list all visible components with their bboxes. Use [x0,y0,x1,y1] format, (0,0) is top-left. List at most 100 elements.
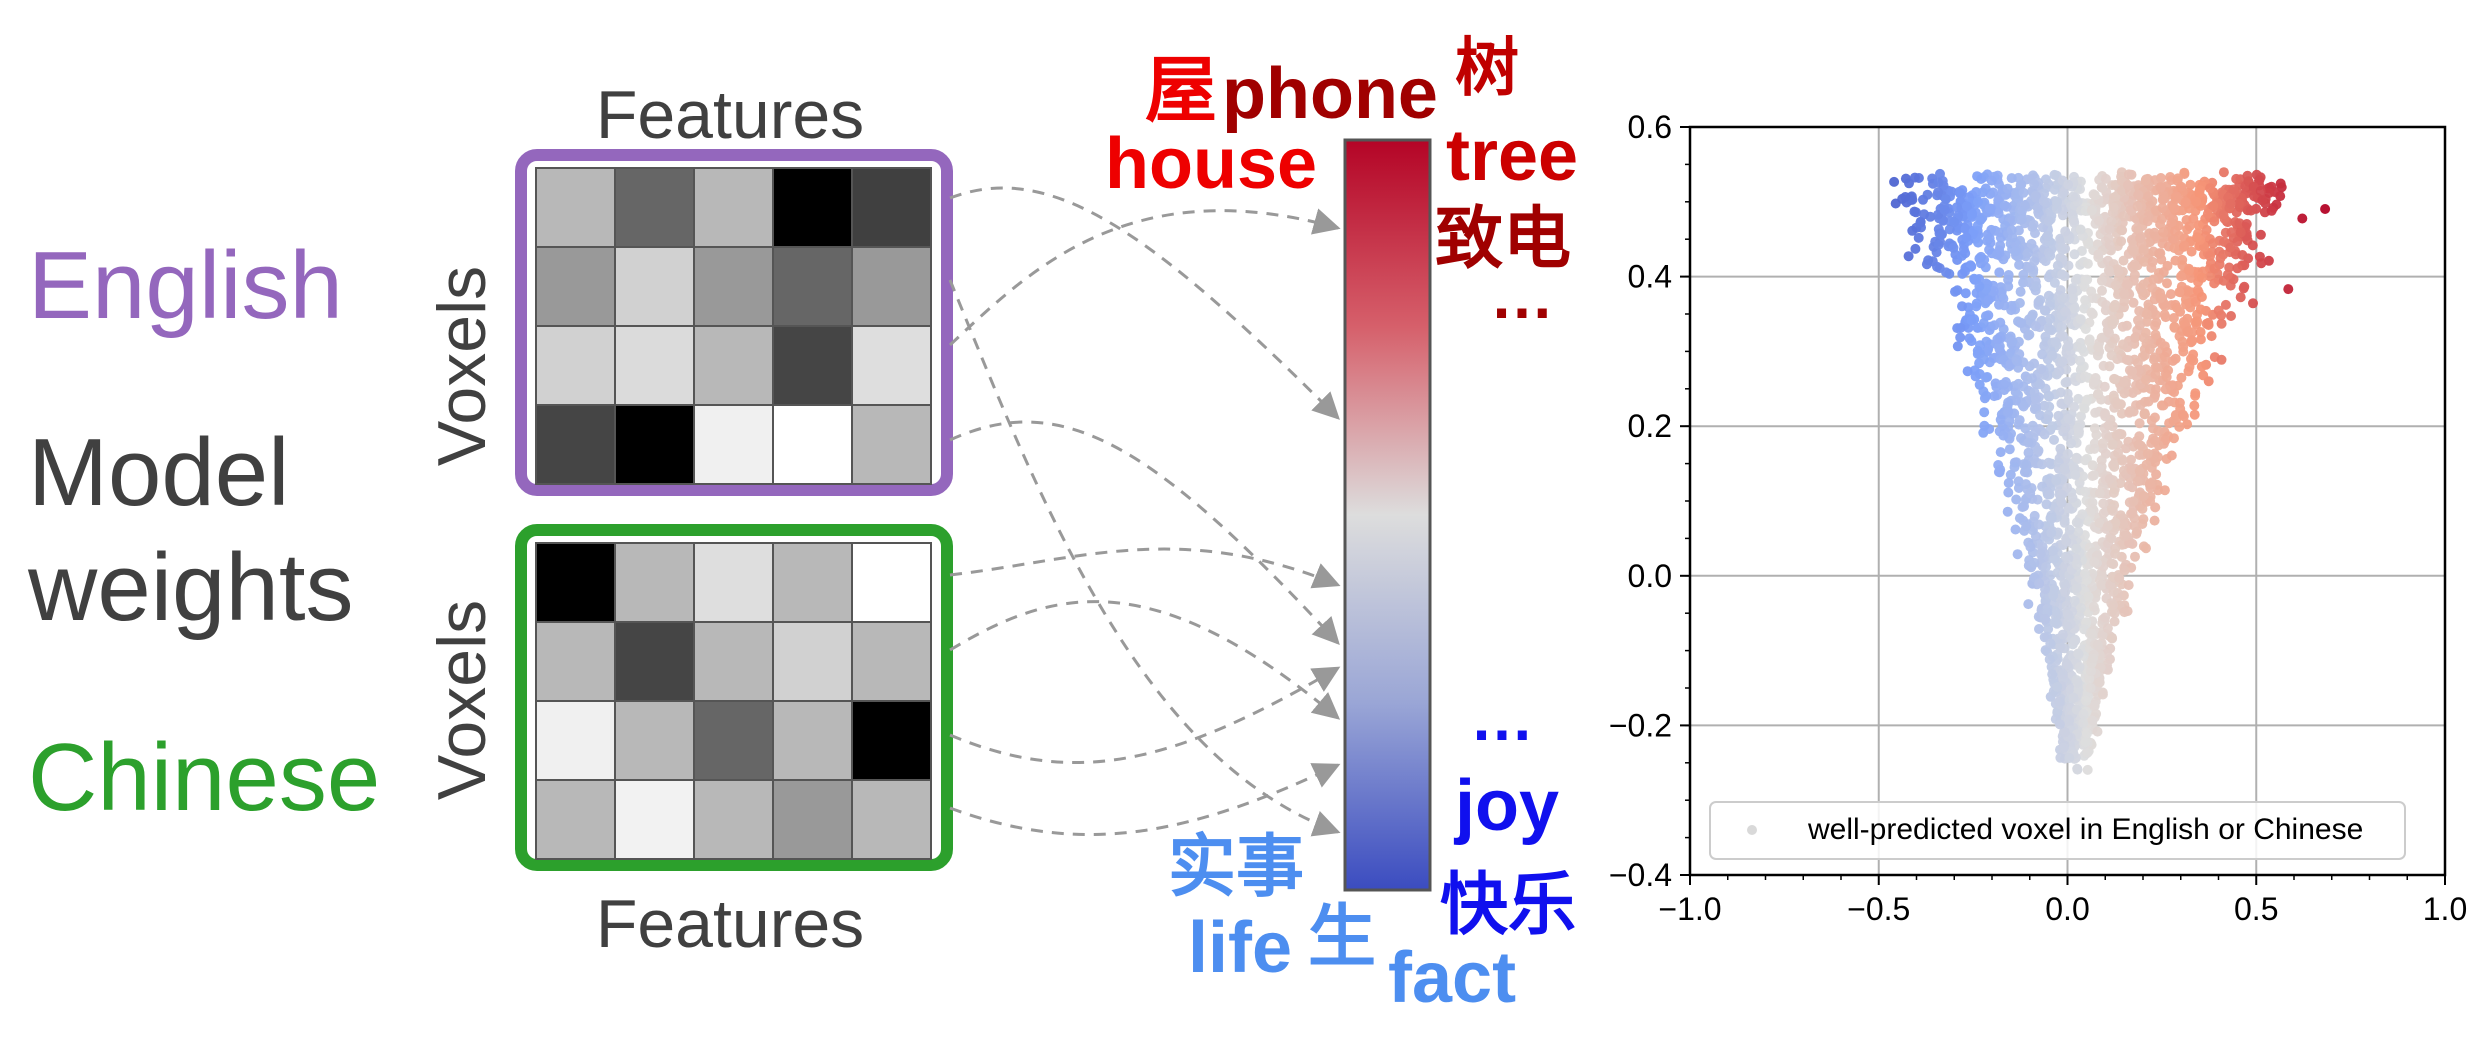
scatter-point [2118,519,2129,530]
scatter-point [1983,310,1994,321]
scatter-point [2176,271,2187,282]
scatter-point [1940,194,1951,205]
scatter-point [2208,200,2219,211]
scatter-point [2012,356,2023,367]
scatter-point [2059,463,2070,474]
scatter-point [1932,261,1942,272]
legend: well-predicted voxel in English or Chine… [1709,801,2406,860]
matrix-cell [535,325,616,406]
voxels-label-bottom: Voxels [424,600,500,800]
scatter-point [2057,356,2068,367]
scatter-point [2093,342,2104,353]
scatter-point [2102,521,2113,532]
scatter-point [2107,633,2118,644]
scatter-point [1952,285,1963,296]
scatter-point [2041,561,2052,572]
scatter-point [2112,264,2123,275]
scatter-point [2106,350,2117,361]
matrix-cell [772,700,853,781]
scatter-point [2014,298,2025,308]
scatter-point [1973,237,1984,248]
matrix-cell [614,167,695,248]
chinese-matrix-frame [515,524,953,871]
scatter-point [2141,543,2151,554]
scatter-point [2043,323,2054,334]
scatter-point [1910,243,1921,254]
scatter-point [2057,669,2068,680]
scatter-point [2197,272,2208,283]
scatter-point [2133,439,2144,450]
scatter-point [2246,205,2256,216]
matrix-cell [851,167,932,248]
scatter-point [2186,335,2197,346]
scatter-point [2127,508,2138,518]
scatter-point [2024,329,2035,340]
matrix-cell [693,779,774,860]
scatter-point [2077,509,2088,520]
scatter-point [2060,377,2071,388]
scatter-point [1958,244,1969,255]
scatter-point [1972,171,1983,182]
scatter-point [2071,517,2082,528]
scatter-point [1933,177,1944,188]
scatter-point [2080,371,2090,382]
scatter-point [1979,407,1990,418]
scatter-point [2003,281,2014,292]
scatter-point [2054,719,2065,730]
scatter-point [2089,443,2100,454]
scatter-point [2134,450,2145,460]
scatter-point [2182,326,2193,337]
scatter-point [2247,240,2258,251]
top-ellipsis: … [1490,260,1554,332]
scatter-point [2092,350,2103,361]
scatter-point [2000,377,2011,387]
scatter-point [2129,520,2140,531]
scatter-point [2044,401,2055,412]
scatter-point [2034,578,2045,589]
scatter-point [2097,689,2108,700]
scatter-point [2053,410,2064,421]
scatter-point [2107,505,2118,516]
scatter-point [2049,277,2060,288]
scatter-point [2222,269,2233,280]
scatter-point [1955,332,1966,343]
scatter-point [2180,197,2191,208]
scatter-point [1949,217,1959,228]
word-kuaile: 快乐 [1440,867,1576,943]
scatter-point [2052,260,2063,271]
scatter-point [1960,288,1971,299]
scatter-point [2202,208,2213,219]
scatter-point [2115,478,2126,489]
scatter-point [2080,295,2091,306]
scatter-point [2150,320,2161,331]
scatter-point [2220,299,2231,310]
scatter-point [2057,629,2068,640]
scatter-point [2166,218,2177,228]
scatter-point [1933,239,1944,250]
scatter-point [2023,599,2034,610]
x-tick-label: 1.0 [2423,891,2467,927]
scatter-point [2049,434,2059,445]
scatter-point [2080,274,2091,285]
scatter-point [2166,450,2177,461]
matrix-cell [614,621,695,702]
scatter-point [2157,202,2168,213]
scatter-point [2062,482,2073,493]
scatter-point [2039,613,2050,624]
scatter-point [2176,372,2187,383]
scatter-point [2125,406,2136,417]
scatter-point [1955,323,1966,333]
scatter-point [2195,327,2206,337]
scatter-point [2016,179,2027,190]
scatter-point [2033,445,2044,456]
scatter-point [2111,430,2122,440]
y-tick-label: −0.2 [1609,707,1672,743]
scatter-point [1974,379,1985,390]
bottom-features-label: Features [596,886,864,962]
scatter-point [2063,503,2074,514]
scatter-point [2231,173,2242,184]
matrix-cell [772,621,853,702]
scatter-point [2073,393,2084,404]
scatter-point [2131,223,2142,234]
scatter-point [2030,426,2041,437]
